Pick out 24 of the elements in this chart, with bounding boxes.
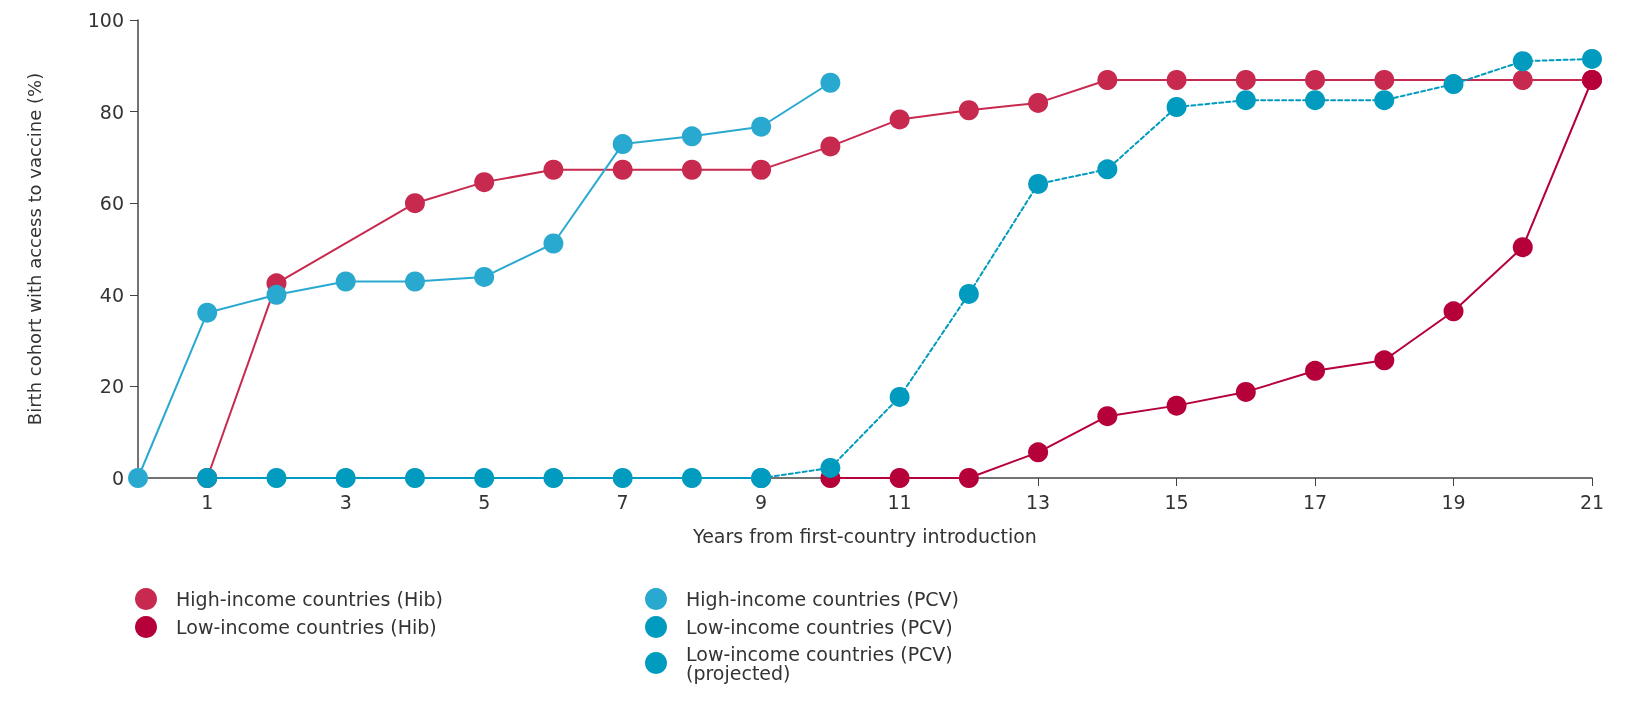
x-tick-label: 15 bbox=[1164, 490, 1189, 513]
y-tick-label: 0 bbox=[111, 467, 124, 489]
x-tick-label: 17 bbox=[1302, 490, 1328, 513]
legend-label: Low-income countries (PCV) bbox=[686, 616, 953, 638]
x-tick-label: 9 bbox=[755, 490, 768, 513]
x-tick-label: 21 bbox=[1579, 490, 1605, 513]
legend-label: High-income countries (Hib) bbox=[176, 588, 443, 610]
x-tick-label: 1 bbox=[201, 490, 214, 513]
legend-label: Low-income countries (Hib) bbox=[176, 616, 437, 638]
legend-label: High-income countries (PCV) bbox=[686, 588, 960, 610]
y-tick-label: 20 bbox=[99, 375, 124, 398]
y-tick-label: 100 bbox=[87, 9, 124, 31]
x-tick-label: 7 bbox=[616, 490, 629, 513]
x-tick-label: 3 bbox=[339, 490, 352, 513]
y-tick-label: 80 bbox=[99, 100, 124, 123]
x-axis-title: Years from first-country introduction bbox=[692, 524, 1037, 547]
legend-label: Low-income countries (PCV) (projected) bbox=[686, 642, 959, 684]
x-tick-label: 11 bbox=[887, 490, 912, 513]
x-tick-label: 19 bbox=[1441, 490, 1466, 513]
y-tick-label: 40 bbox=[99, 283, 124, 306]
y-axis-title: Birth cohort with access to vaccine (%) bbox=[23, 72, 45, 426]
y-tick-label: 60 bbox=[99, 192, 124, 215]
x-tick-label: 5 bbox=[478, 490, 491, 513]
x-tick-label: 13 bbox=[1026, 490, 1051, 513]
